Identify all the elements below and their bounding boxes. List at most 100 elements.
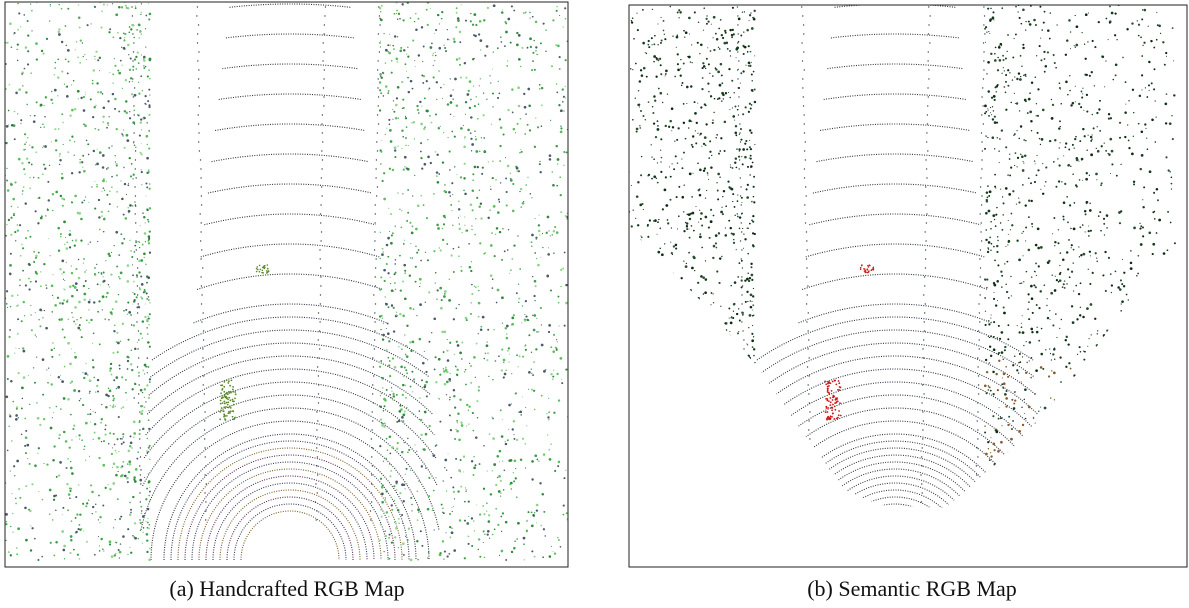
point bbox=[448, 378, 451, 381]
point bbox=[498, 475, 501, 478]
point bbox=[442, 98, 443, 99]
point bbox=[750, 496, 752, 498]
point bbox=[1122, 57, 1124, 59]
point bbox=[74, 352, 75, 353]
point bbox=[534, 252, 536, 254]
point bbox=[699, 134, 700, 135]
point bbox=[233, 418, 235, 420]
point bbox=[66, 483, 68, 485]
lidar-ring bbox=[776, 441, 1014, 560]
point bbox=[57, 297, 59, 299]
point bbox=[60, 408, 61, 409]
point bbox=[1018, 530, 1020, 532]
point bbox=[101, 10, 103, 12]
point bbox=[519, 268, 521, 270]
point bbox=[518, 297, 520, 299]
point bbox=[117, 351, 119, 353]
point bbox=[536, 54, 537, 55]
point bbox=[1059, 82, 1061, 84]
point bbox=[373, 294, 374, 295]
point bbox=[471, 225, 472, 226]
point bbox=[719, 416, 721, 418]
point bbox=[405, 474, 406, 475]
point bbox=[646, 336, 647, 337]
point bbox=[497, 524, 499, 526]
point bbox=[658, 219, 659, 220]
point bbox=[149, 78, 150, 79]
point bbox=[499, 160, 501, 162]
point bbox=[1083, 493, 1086, 496]
point bbox=[93, 332, 95, 334]
point bbox=[979, 348, 980, 349]
point bbox=[1018, 372, 1019, 373]
point bbox=[556, 373, 558, 375]
point bbox=[1109, 6, 1111, 8]
point bbox=[802, 15, 803, 16]
point bbox=[49, 489, 52, 492]
point bbox=[449, 279, 450, 280]
point bbox=[374, 321, 375, 322]
point bbox=[1027, 112, 1029, 114]
point bbox=[738, 541, 740, 543]
point bbox=[144, 232, 147, 235]
point bbox=[138, 421, 140, 423]
point bbox=[736, 249, 737, 250]
point bbox=[533, 361, 534, 362]
point bbox=[811, 519, 812, 520]
point bbox=[1078, 103, 1080, 105]
point bbox=[402, 280, 404, 282]
point bbox=[114, 155, 115, 156]
point bbox=[377, 114, 378, 115]
point bbox=[1136, 275, 1138, 277]
point bbox=[13, 213, 15, 215]
point bbox=[746, 148, 748, 150]
point bbox=[622, 512, 623, 513]
point bbox=[539, 161, 540, 162]
point bbox=[652, 106, 653, 107]
point bbox=[11, 206, 13, 208]
point bbox=[390, 277, 391, 278]
point bbox=[498, 199, 500, 201]
point bbox=[1084, 44, 1085, 45]
point bbox=[721, 207, 722, 208]
point bbox=[30, 314, 32, 316]
point bbox=[722, 472, 724, 474]
point bbox=[9, 414, 11, 416]
point bbox=[1011, 295, 1012, 296]
point bbox=[101, 404, 102, 405]
point bbox=[98, 495, 100, 497]
point bbox=[1055, 186, 1057, 188]
point bbox=[133, 142, 134, 143]
point bbox=[144, 103, 146, 105]
point bbox=[556, 92, 558, 94]
point bbox=[391, 542, 393, 544]
point bbox=[27, 458, 28, 459]
point bbox=[78, 98, 79, 99]
point bbox=[25, 436, 28, 439]
point bbox=[992, 118, 994, 120]
point bbox=[749, 140, 750, 141]
point bbox=[113, 527, 114, 528]
point bbox=[1010, 167, 1012, 169]
point bbox=[478, 316, 480, 318]
point bbox=[134, 383, 136, 385]
point bbox=[520, 118, 522, 120]
point bbox=[743, 420, 744, 421]
point bbox=[475, 436, 478, 439]
point bbox=[142, 392, 143, 393]
lidar-ring bbox=[746, 408, 1044, 530]
point bbox=[417, 109, 419, 111]
point bbox=[44, 168, 46, 170]
point bbox=[132, 205, 133, 206]
point bbox=[716, 500, 717, 501]
point bbox=[105, 393, 108, 396]
point bbox=[744, 492, 745, 493]
point bbox=[723, 533, 725, 535]
point bbox=[137, 258, 138, 259]
point bbox=[748, 542, 750, 544]
point bbox=[679, 475, 680, 476]
point bbox=[120, 60, 122, 62]
point bbox=[2, 408, 4, 410]
point bbox=[552, 376, 554, 378]
point bbox=[23, 350, 26, 353]
